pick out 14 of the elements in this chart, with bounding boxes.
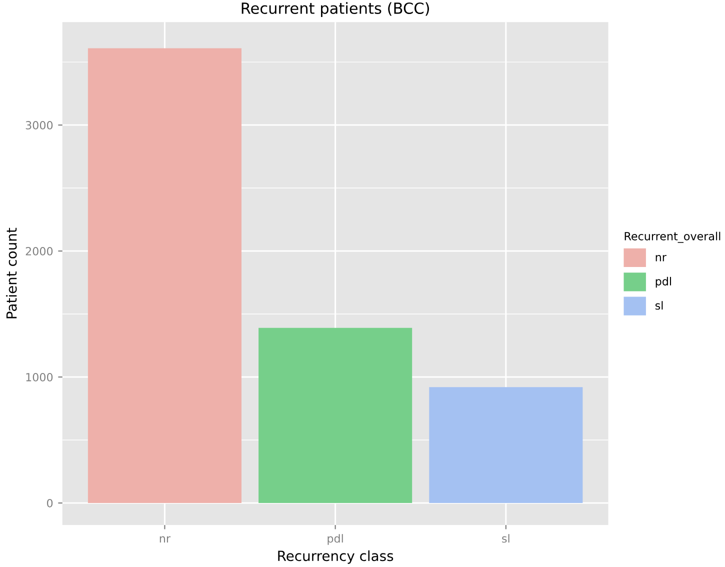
x-tick-label: pdl xyxy=(328,534,343,545)
legend-label: pdl xyxy=(656,276,671,288)
y-tick-label: 2000 xyxy=(26,247,53,256)
y-tick-label: 3000 xyxy=(26,121,53,130)
legend-label: nr xyxy=(656,254,666,262)
y-tick-label: 1000 xyxy=(26,372,53,382)
x-axis-title: Recurrency class xyxy=(278,550,394,564)
legend-label: sl xyxy=(655,301,663,310)
chart-title: Recurrent patients (BCC) xyxy=(242,2,429,17)
x-tick-label: sl xyxy=(502,534,510,543)
y-axis-title: Patient count xyxy=(6,228,17,318)
legend-title: Recurrent_overall xyxy=(624,232,720,243)
x-tick-label: nr xyxy=(160,536,171,543)
y-tick-label: 0 xyxy=(46,498,53,508)
